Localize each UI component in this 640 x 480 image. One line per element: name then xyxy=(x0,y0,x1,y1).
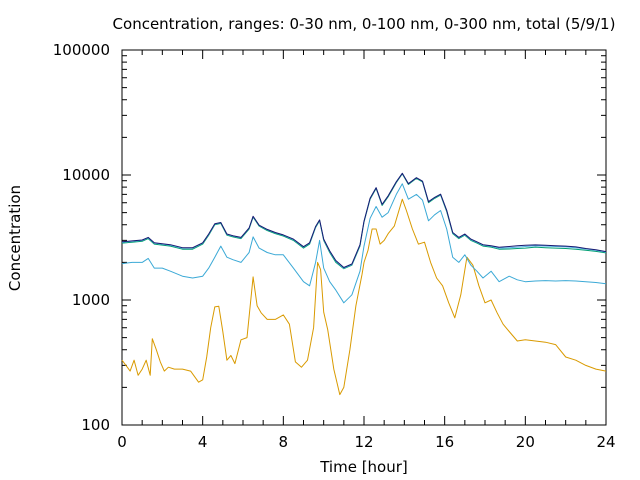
x-tick-label: 16 xyxy=(435,433,454,451)
x-tick-label: 20 xyxy=(516,433,535,451)
plot-frame xyxy=(121,49,607,426)
y-tick-label: 1000 xyxy=(72,291,110,309)
chart-title: Concentration, ranges: 0-30 nm, 0-100 nm… xyxy=(113,15,616,33)
x-tick-label: 4 xyxy=(198,433,208,451)
y-tick-label: 100000 xyxy=(53,41,110,59)
x-tick-label: 8 xyxy=(279,433,289,451)
y-axis-label: Concentration xyxy=(6,185,24,291)
series-group xyxy=(121,172,607,396)
series-line-1 xyxy=(121,198,607,396)
series-line-5 xyxy=(121,172,607,268)
series-line-2 xyxy=(121,183,607,304)
x-tick-label: 24 xyxy=(596,433,615,451)
y-tick-label: 10000 xyxy=(62,166,110,184)
x-tick-label: 12 xyxy=(354,433,373,451)
y-tick-label: 100 xyxy=(81,416,110,434)
x-tick-label: 0 xyxy=(117,433,127,451)
x-axis-label: Time [hour] xyxy=(319,458,408,476)
x-axis: 0 4 8 12 16 20 24 xyxy=(117,50,616,451)
y-axis: 100 1000 10000 100000 xyxy=(53,41,606,434)
